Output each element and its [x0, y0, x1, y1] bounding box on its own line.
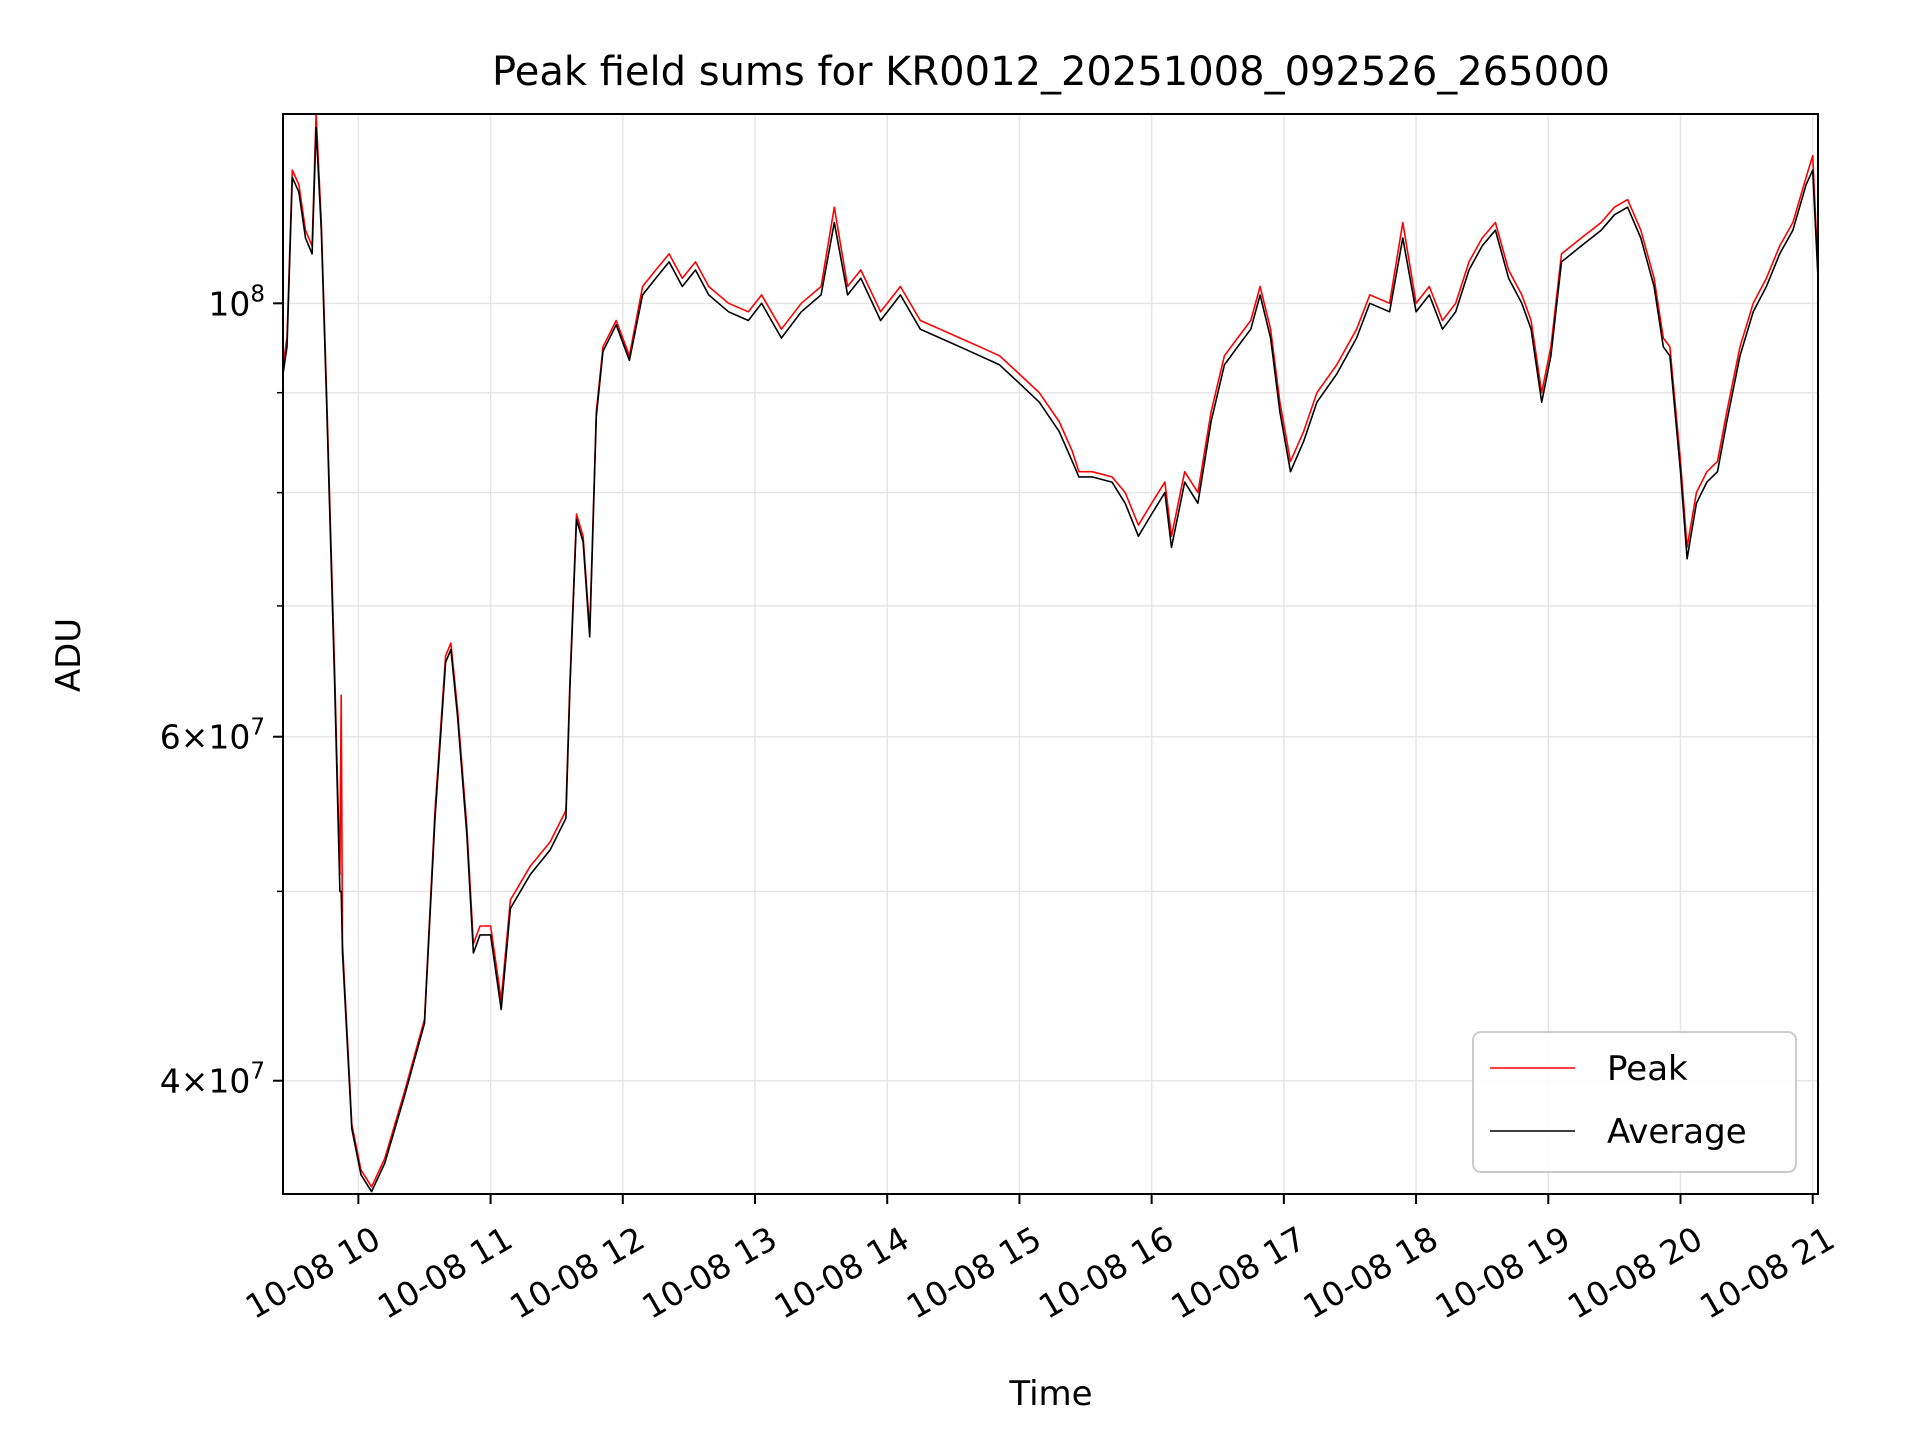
- y-tick-label: 6×107: [160, 715, 265, 757]
- series-line-average: [283, 126, 1818, 1193]
- legend-box: [1472, 1031, 1797, 1173]
- legend-label-peak: Peak: [1607, 1049, 1688, 1089]
- legend-label-average: Average: [1607, 1112, 1747, 1152]
- y-tick-label: 108: [208, 281, 265, 323]
- legend: Peak Average: [1472, 1031, 1797, 1173]
- series-lines: [283, 114, 1818, 1193]
- x-axis-label: Time: [1008, 1374, 1092, 1414]
- chart-title: Peak field sums for KR0012_20251008_0925…: [492, 49, 1610, 95]
- plot-frame: [282, 113, 1819, 1195]
- grid-lines: [283, 114, 1818, 1194]
- y-tick-label: 4×107: [160, 1059, 265, 1101]
- series-line-peak: [283, 114, 1818, 1188]
- y-axis-label: ADU: [49, 618, 89, 692]
- y-axis: 4×107 6×107 108: [160, 281, 283, 1101]
